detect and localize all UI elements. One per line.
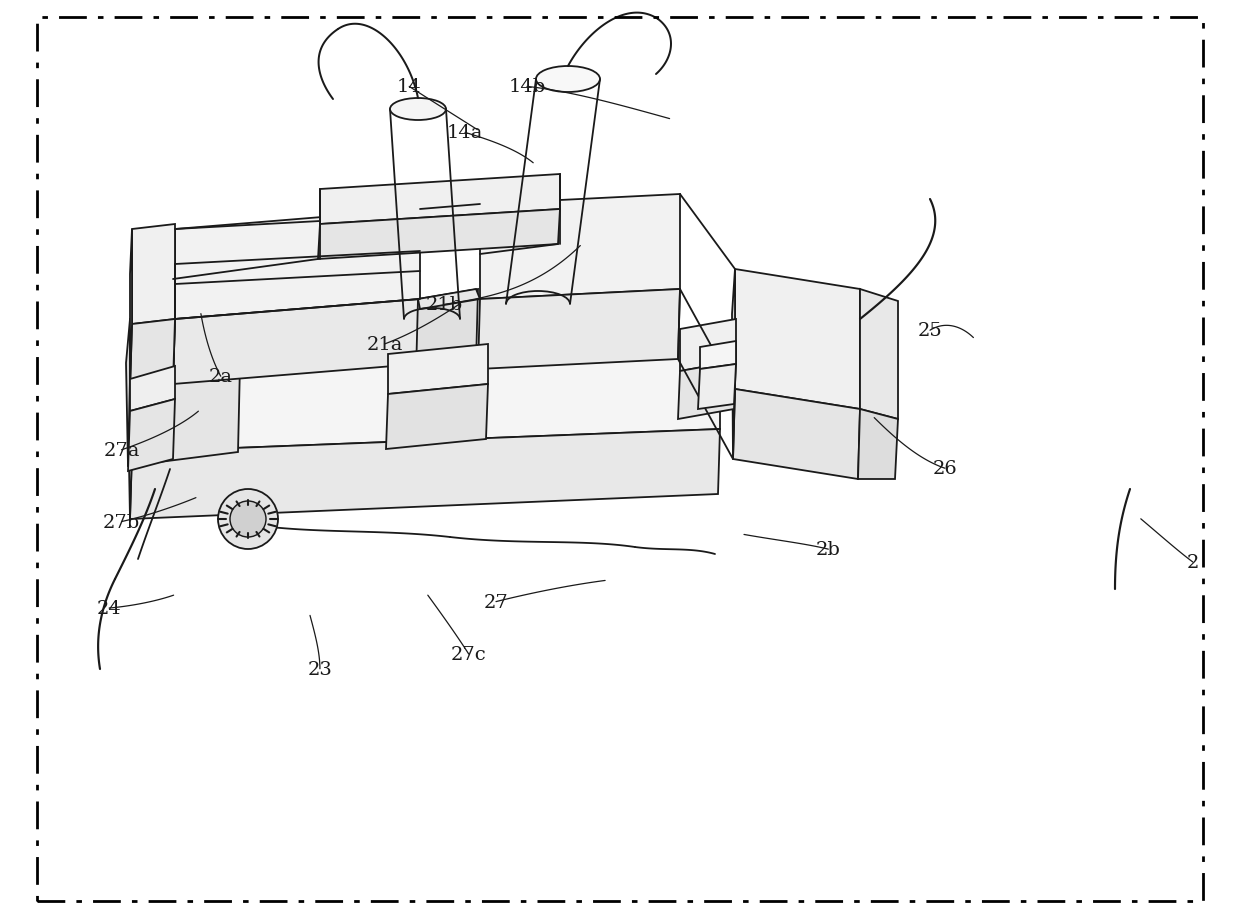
Polygon shape	[130, 429, 720, 519]
Polygon shape	[131, 225, 175, 324]
Text: 27c: 27c	[451, 645, 486, 664]
Polygon shape	[678, 361, 737, 420]
Polygon shape	[175, 210, 420, 320]
Polygon shape	[128, 365, 241, 467]
Polygon shape	[174, 300, 420, 384]
Polygon shape	[698, 365, 737, 410]
Text: 23: 23	[308, 660, 332, 678]
Polygon shape	[480, 195, 680, 300]
Polygon shape	[130, 320, 175, 390]
Polygon shape	[172, 230, 175, 384]
Ellipse shape	[391, 99, 446, 121]
Polygon shape	[735, 269, 861, 410]
Text: 2b: 2b	[816, 540, 841, 559]
Polygon shape	[732, 269, 735, 460]
Polygon shape	[415, 289, 477, 375]
Text: 14b: 14b	[508, 78, 546, 96]
Text: 2a: 2a	[208, 368, 233, 386]
Polygon shape	[701, 342, 737, 369]
Ellipse shape	[536, 67, 600, 93]
Text: 24: 24	[97, 599, 122, 618]
Polygon shape	[858, 410, 898, 480]
Polygon shape	[130, 305, 241, 380]
Text: 27: 27	[484, 593, 508, 611]
Text: 2: 2	[1187, 553, 1199, 572]
Text: 14: 14	[397, 78, 422, 96]
Text: 27b: 27b	[103, 513, 140, 531]
Polygon shape	[128, 400, 175, 471]
Polygon shape	[477, 289, 680, 369]
Polygon shape	[317, 210, 560, 260]
Polygon shape	[320, 175, 560, 225]
Polygon shape	[733, 390, 861, 480]
Polygon shape	[418, 289, 480, 310]
Polygon shape	[126, 320, 130, 467]
Text: 21a: 21a	[366, 335, 403, 354]
Polygon shape	[130, 230, 131, 390]
Text: 26: 26	[932, 460, 957, 478]
Text: 25: 25	[918, 322, 942, 340]
Polygon shape	[130, 340, 720, 452]
Text: 21b: 21b	[425, 296, 463, 314]
Polygon shape	[388, 345, 489, 394]
Polygon shape	[128, 365, 131, 519]
Circle shape	[229, 502, 267, 538]
Polygon shape	[386, 384, 489, 449]
Polygon shape	[680, 320, 737, 371]
Text: 27a: 27a	[103, 441, 140, 460]
Polygon shape	[861, 289, 898, 420]
Polygon shape	[130, 367, 175, 412]
Circle shape	[218, 490, 278, 550]
Text: 14a: 14a	[446, 124, 484, 142]
